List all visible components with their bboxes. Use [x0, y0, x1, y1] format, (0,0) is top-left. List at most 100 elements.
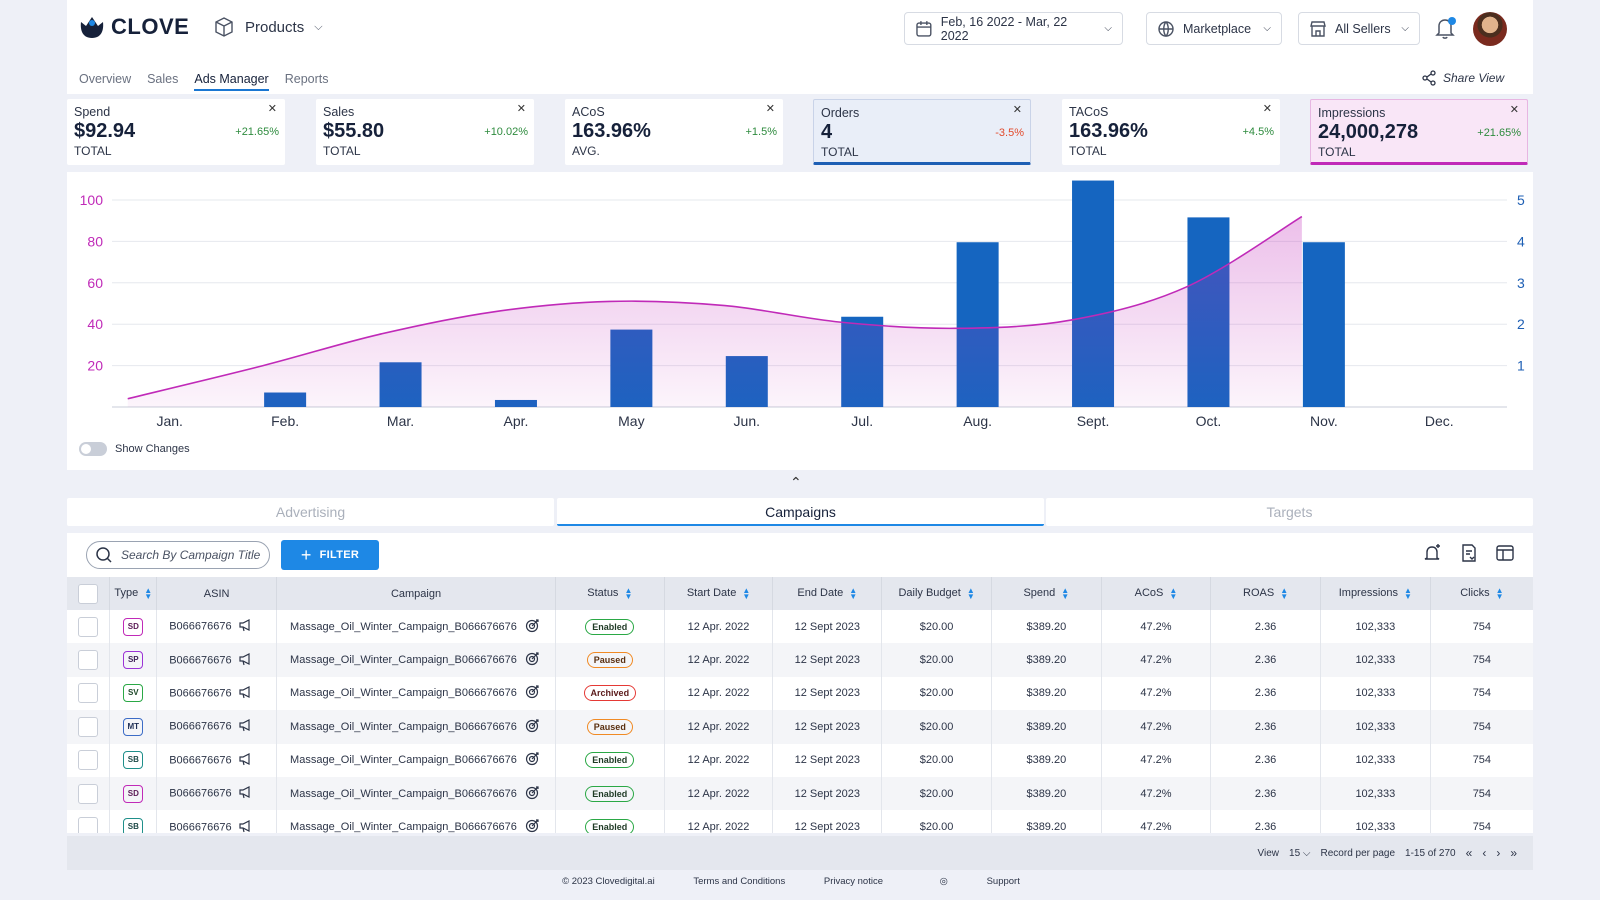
column-header-campaign[interactable]: Campaign [276, 577, 556, 610]
column-header-end-date[interactable]: End Date ▲ ▼ [772, 577, 883, 610]
sort-icon[interactable]: ▲ ▼ [1404, 585, 1412, 601]
megaphone-icon[interactable] [238, 619, 252, 635]
table-row[interactable]: SD B066676676 Massage_Oil_Winter_Campaign_… [67, 776, 1533, 811]
tab-reports[interactable]: Reports [284, 72, 329, 86]
row-checkbox[interactable] [78, 817, 99, 833]
close-icon[interactable]: ✕ [1262, 103, 1272, 115]
close-icon[interactable]: ✕ [1509, 104, 1519, 116]
close-icon[interactable]: ✕ [765, 103, 775, 115]
campaign-name[interactable]: Massage_Oil_Winter_Campaign_B066676676 [290, 820, 517, 833]
row-checkbox[interactable] [78, 650, 99, 671]
table-row[interactable]: SD B066676676 Massage_Oil_Winter_Campaign_… [67, 610, 1533, 644]
column-header-daily-budget[interactable]: Daily Budget ▲ ▼ [881, 577, 993, 610]
next-page-icon[interactable]: › [1496, 846, 1501, 860]
sellers-dropdown[interactable]: All Sellers ⌵ [1298, 12, 1420, 45]
tab-ads-manager[interactable]: Ads Manager [194, 72, 269, 91]
show-changes-toggle[interactable]: Show Changes [79, 442, 190, 456]
brand-logo[interactable]: CLOVE [79, 14, 189, 40]
table-row[interactable]: SB B066676676 Massage_Oil_Winter_Campaign_… [67, 743, 1533, 777]
sort-icon[interactable]: ▲ ▼ [742, 585, 751, 601]
campaign-name[interactable]: Massage_Oil_Winter_Campaign_B066676676 [290, 687, 517, 700]
sort-icon[interactable]: ▲ ▼ [624, 585, 633, 601]
metric-card-acos[interactable]: ACoS 163.96% AVG. +1.5% ✕ [565, 99, 783, 165]
row-checkbox[interactable] [78, 616, 99, 637]
column-header-acos[interactable]: ACoS ▲ ▼ [1101, 577, 1212, 610]
support-link[interactable]: ◎ Support [922, 876, 1038, 887]
last-page-icon[interactable]: » [1510, 846, 1517, 860]
target-icon[interactable] [525, 685, 540, 702]
campaign-name[interactable]: Massage_Oil_Winter_Campaign_B066676676 [290, 720, 517, 733]
metric-card-tacos[interactable]: TACoS 163.96% TOTAL +4.5% ✕ [1062, 99, 1280, 165]
table-row[interactable]: SV B066676676 Massage_Oil_Winter_Campaign_… [67, 676, 1533, 711]
sort-icon[interactable]: ▲ ▼ [966, 585, 975, 601]
megaphone-icon[interactable] [238, 752, 252, 769]
sort-icon[interactable]: ▲ ▼ [1280, 585, 1289, 601]
campaign-name[interactable]: Massage_Oil_Winter_Campaign_B066676676 [290, 620, 517, 633]
target-icon[interactable] [525, 619, 540, 636]
export-icon[interactable] [1459, 543, 1479, 568]
marketplace-dropdown[interactable]: Marketplace ⌵ [1146, 12, 1282, 45]
row-checkbox[interactable] [78, 683, 99, 704]
table-row[interactable]: SB B066676676 Massage_Oil_Winter_Campaign_… [67, 810, 1533, 833]
column-header-asin[interactable]: ASIN [156, 577, 278, 610]
notification-bell-button[interactable] [1434, 16, 1456, 45]
target-icon[interactable] [525, 786, 540, 803]
subtab-advertising[interactable]: Advertising [67, 498, 554, 526]
select-all-checkbox[interactable] [78, 583, 99, 604]
column-header-spend[interactable]: Spend ▲ ▼ [991, 577, 1102, 610]
bell-plus-icon[interactable] [1423, 543, 1443, 568]
share-view-button[interactable]: Share View [1421, 70, 1504, 86]
row-checkbox[interactable] [78, 750, 99, 771]
row-checkbox[interactable] [78, 716, 99, 737]
megaphone-icon[interactable] [238, 786, 252, 802]
close-icon[interactable]: ✕ [267, 103, 277, 115]
sort-icon[interactable]: ▲ ▼ [1495, 585, 1504, 601]
metric-card-impressions[interactable]: Impressions 24,000,278 TOTAL +21.65% ✕ [1310, 99, 1528, 165]
columns-icon[interactable] [1495, 543, 1515, 568]
campaign-name[interactable]: Massage_Oil_Winter_Campaign_B066676676 [290, 787, 517, 800]
metric-card-sales[interactable]: Sales $55.80 TOTAL +10.02% ✕ [316, 99, 534, 165]
megaphone-icon[interactable] [238, 685, 252, 702]
toggle-switch[interactable] [79, 442, 107, 456]
column-header-impressions[interactable]: Impressions ▲ ▼ [1320, 577, 1431, 610]
tab-overview[interactable]: Overview [79, 72, 132, 86]
filter-button[interactable]: + FILTER [281, 540, 379, 570]
first-page-icon[interactable]: « [1465, 846, 1473, 860]
privacy-link[interactable]: Privacy notice [823, 876, 883, 887]
target-icon[interactable] [525, 819, 540, 833]
subtab-targets[interactable]: Targets [1046, 498, 1533, 526]
per-page-select[interactable]: 15 ⌵ [1289, 848, 1311, 859]
user-avatar[interactable] [1473, 12, 1507, 46]
date-range-picker[interactable]: Feb, 16 2022 - Mar, 22 2022 ⌵ [904, 12, 1123, 45]
metric-card-spend[interactable]: Spend $92.94 TOTAL +21.65% ✕ [67, 99, 285, 165]
column-header-type[interactable]: Type ▲ ▼ [109, 577, 158, 610]
table-row[interactable]: SP B066676676 Massage_Oil_Winter_Campaign_… [67, 643, 1533, 677]
megaphone-icon[interactable] [238, 819, 252, 833]
column-header-status[interactable]: Status ▲ ▼ [555, 577, 665, 610]
target-icon[interactable] [525, 752, 540, 769]
close-icon[interactable]: ✕ [1012, 104, 1022, 116]
tab-sales[interactable]: Sales [147, 72, 179, 86]
table-row[interactable]: MT B066676676 Massage_Oil_Winter_Campaign_… [67, 710, 1533, 744]
target-icon[interactable] [525, 719, 540, 736]
sort-icon[interactable]: ▲ ▼ [1169, 585, 1178, 601]
search-box[interactable] [86, 541, 270, 569]
sort-icon[interactable]: ▲ ▼ [1061, 585, 1070, 601]
close-icon[interactable]: ✕ [516, 103, 526, 115]
chevron-up-icon[interactable]: ⌃ [790, 474, 802, 490]
row-checkbox[interactable] [78, 783, 99, 804]
campaign-name[interactable]: Massage_Oil_Winter_Campaign_B066676676 [290, 754, 517, 767]
campaign-name[interactable]: Massage_Oil_Winter_Campaign_B066676676 [290, 653, 517, 666]
products-dropdown[interactable]: Products ⌵ [213, 16, 323, 38]
sort-icon[interactable]: ▲ ▼ [144, 585, 153, 601]
terms-link[interactable]: Terms and Conditions [693, 876, 786, 887]
column-header-start-date[interactable]: Start Date ▲ ▼ [664, 577, 774, 610]
search-input[interactable] [121, 548, 266, 562]
sort-icon[interactable]: ▲ ▼ [849, 585, 858, 601]
megaphone-icon[interactable] [238, 652, 252, 669]
column-header-clicks[interactable]: Clicks ▲ ▼ [1430, 577, 1533, 610]
metric-card-orders[interactable]: Orders 4 TOTAL -3.5% ✕ [813, 99, 1031, 165]
prev-page-icon[interactable]: ‹ [1482, 846, 1487, 860]
target-icon[interactable] [525, 652, 540, 669]
megaphone-icon[interactable] [238, 719, 252, 735]
